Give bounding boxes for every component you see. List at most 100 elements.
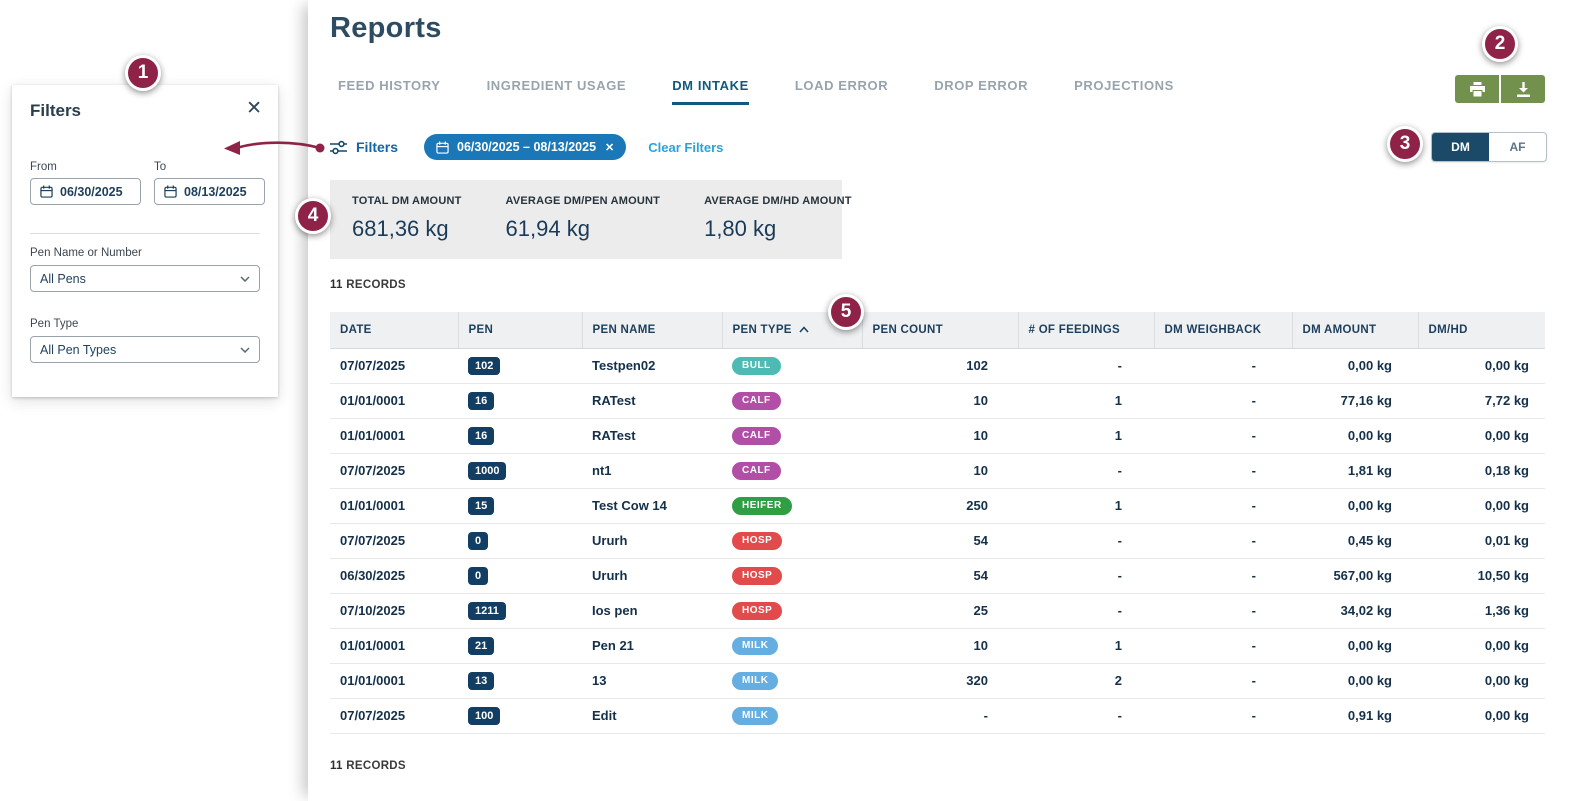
table-row[interactable]: 01/01/0001 16 RATest CALF 10 1-77,16 kg 7,72 k… <box>330 383 1545 419</box>
cell-dm-weighback: - <box>1154 348 1292 384</box>
cell-feedings: - <box>1018 558 1154 594</box>
column-header-pen-count[interactable]: PEN COUNT <box>861 312 1018 349</box>
cell-date: 07/10/2025 <box>330 593 458 629</box>
column-header-dm-hd[interactable]: DM/HD <box>1417 312 1545 349</box>
cell-feedings: - <box>1018 348 1154 384</box>
pen-number-badge: 100 <box>468 706 501 725</box>
date-range-fields: From 06/30/2025 To <box>30 161 265 205</box>
table-row[interactable]: 07/10/2025 1211 Ios pen HOSP 25- -34,02 kg 1,3… <box>330 593 1545 629</box>
cell-dm-hd: 0,00 kg <box>1418 418 1545 454</box>
cell-date: 07/07/2025 <box>330 523 458 559</box>
table-row[interactable]: 07/07/2025 102 Testpen02 BULL 102- -0,00 kg 0,… <box>330 348 1545 384</box>
column-header-dm-weighback[interactable]: DM WEIGHBACK <box>1153 312 1292 349</box>
to-date-input[interactable]: 08/13/2025 <box>154 178 265 205</box>
cell-dm-amount: 0,00 kg <box>1292 418 1418 454</box>
chip-remove-icon[interactable]: ✕ <box>605 141 615 154</box>
download-icon <box>1516 81 1531 97</box>
tab-feed-history[interactable]: FEED HISTORY <box>338 78 441 93</box>
tab-drop-error[interactable]: DROP ERROR <box>934 78 1029 93</box>
dm-toggle-button[interactable]: DM <box>1432 133 1489 161</box>
column-header-pen-type[interactable]: PEN TYPE <box>721 312 862 349</box>
table-row[interactable]: 06/30/2025 0 Ururh HOSP 54- -567,00 kg 10,50 k… <box>330 558 1545 594</box>
clear-filters-link[interactable]: Clear Filters <box>648 139 724 155</box>
printer-icon <box>1469 81 1486 97</box>
date-range-chip-label: 06/30/2025 – 08/13/2025 <box>457 140 597 154</box>
pen-type-select[interactable]: All Pen Types <box>30 336 260 363</box>
cell-pen-type: BULL <box>722 348 862 384</box>
divider <box>30 233 260 234</box>
cell-dm-hd: 7,72 kg <box>1418 383 1545 419</box>
cell-pen-type: CALF <box>722 418 862 454</box>
pen-type-pill: CALF <box>732 426 781 445</box>
table-row[interactable]: 01/01/0001 21 Pen 21 MILK 10 1-0,00 kg 0,00 kg <box>330 628 1545 664</box>
records-count-value: 11 <box>330 279 343 291</box>
cell-feedings: 1 <box>1018 628 1154 664</box>
cell-dm-weighback: - <box>1154 418 1292 454</box>
cell-pen-type: MILK <box>722 698 862 734</box>
cell-pen-name: Testpen02 <box>582 348 722 384</box>
cell-pen-name: RATest <box>582 383 722 419</box>
pen-name-select[interactable]: All Pens <box>30 265 260 292</box>
cell-dm-amount: 77,16 kg <box>1292 383 1418 419</box>
print-button[interactable] <box>1455 75 1499 103</box>
cell-dm-hd: 0,00 kg <box>1418 698 1545 734</box>
cell-pen-count: 10 <box>862 453 1018 489</box>
table-row[interactable]: 07/07/2025 100 Edit MILK - - -0,91 kg 0,00 kg <box>330 698 1545 734</box>
chevron-down-icon <box>240 275 250 282</box>
cell-pen-type: HOSP <box>722 558 862 594</box>
cell-dm-weighback: - <box>1154 383 1292 419</box>
cell-dm-weighback: - <box>1154 628 1292 664</box>
records-count-value: 11 <box>330 760 343 772</box>
cell-dm-amount: 0,00 kg <box>1292 628 1418 664</box>
cell-date: 01/01/0001 <box>330 418 458 454</box>
tab-load-error[interactable]: LOAD ERROR <box>794 78 889 93</box>
cell-pen: 15 <box>458 488 582 524</box>
af-toggle-button[interactable]: AF <box>1509 140 1526 154</box>
cell-feedings: 2 <box>1018 663 1154 699</box>
column-header-dm-amount[interactable]: DM AMOUNT <box>1291 312 1418 349</box>
pen-number-badge: 21 <box>468 636 495 655</box>
report-tabs: FEED HISTORY INGREDIENT USAGE DM INTAKE LOA… <box>338 78 1174 105</box>
dm-af-toggle: DM AF <box>1431 132 1547 162</box>
tab-projections[interactable]: PROJECTIONS <box>1074 78 1174 93</box>
filters-panel: Filters ✕ From 06/30/2025 To <box>12 85 278 397</box>
table-row[interactable]: 01/01/0001 15 Test Cow 14 HEIFER 250 1-0,00 k… <box>330 488 1545 524</box>
cell-date: 07/07/2025 <box>330 453 458 489</box>
table-row[interactable]: 07/07/2025 0 Ururh HOSP 54- -0,45 kg 0,01 kg <box>330 523 1545 559</box>
column-header-pen-name[interactable]: PEN NAME <box>581 312 722 349</box>
cell-pen-name: Ururh <box>582 523 722 559</box>
close-icon[interactable]: ✕ <box>246 98 262 119</box>
pen-type-pill: MILK <box>732 671 779 690</box>
cell-pen-name: RATest <box>582 418 722 454</box>
summary-value: 681,36 kg <box>352 216 449 241</box>
table-row[interactable]: 07/07/2025 1000 nt1 CALF 10- -1,81 kg 0,18 kg <box>330 453 1545 489</box>
download-button[interactable] <box>1501 75 1545 103</box>
column-header-date[interactable]: DATE <box>330 312 458 349</box>
cell-date: 01/01/0001 <box>330 488 458 524</box>
tab-ingredient-usage[interactable]: INGREDIENT USAGE <box>486 78 627 93</box>
pen-number-badge: 1000 <box>468 461 507 480</box>
main-content: Reports FEED HISTORY INGREDIENT USAGE DM I… <box>308 0 1593 801</box>
annotation-badge-4: 4 <box>295 198 331 234</box>
table-row[interactable]: 01/01/0001 16 RATest CALF 10 1-0,00 kg 0,00 kg <box>330 418 1545 454</box>
to-label: To <box>154 161 167 173</box>
cell-dm-amount: 567,00 kg <box>1292 558 1418 594</box>
column-header-pen[interactable]: PEN <box>457 312 582 349</box>
pen-number-badge: 16 <box>468 391 495 410</box>
cell-pen-count: 54 <box>862 558 1018 594</box>
tab-dm-intake[interactable]: DM INTAKE <box>672 78 749 105</box>
cell-date: 01/01/0001 <box>330 663 458 699</box>
annotation-badge-5: 5 <box>828 294 864 330</box>
cell-pen-count: 10 <box>862 628 1018 664</box>
column-header-of-feedings[interactable]: # OF FEEDINGS <box>1017 312 1154 349</box>
date-range-chip[interactable]: 06/30/2025 – 08/13/2025 ✕ <box>424 134 627 160</box>
pen-type-pill: CALF <box>732 391 781 410</box>
summary-item: AVERAGE DM/HD AMOUNT 1,80 kg <box>704 195 852 242</box>
calendar-icon <box>40 185 53 198</box>
table-row[interactable]: 01/01/0001 13 13 MILK 320 2-0,00 kg 0,00 kg <box>330 663 1545 699</box>
from-date-input[interactable]: 06/30/2025 <box>30 178 141 205</box>
pen-name-label: Pen Name or Number <box>30 247 142 259</box>
pen-number-badge: 15 <box>468 496 495 515</box>
cell-dm-amount: 1,81 kg <box>1292 453 1418 489</box>
cell-pen: 1000 <box>458 453 582 489</box>
